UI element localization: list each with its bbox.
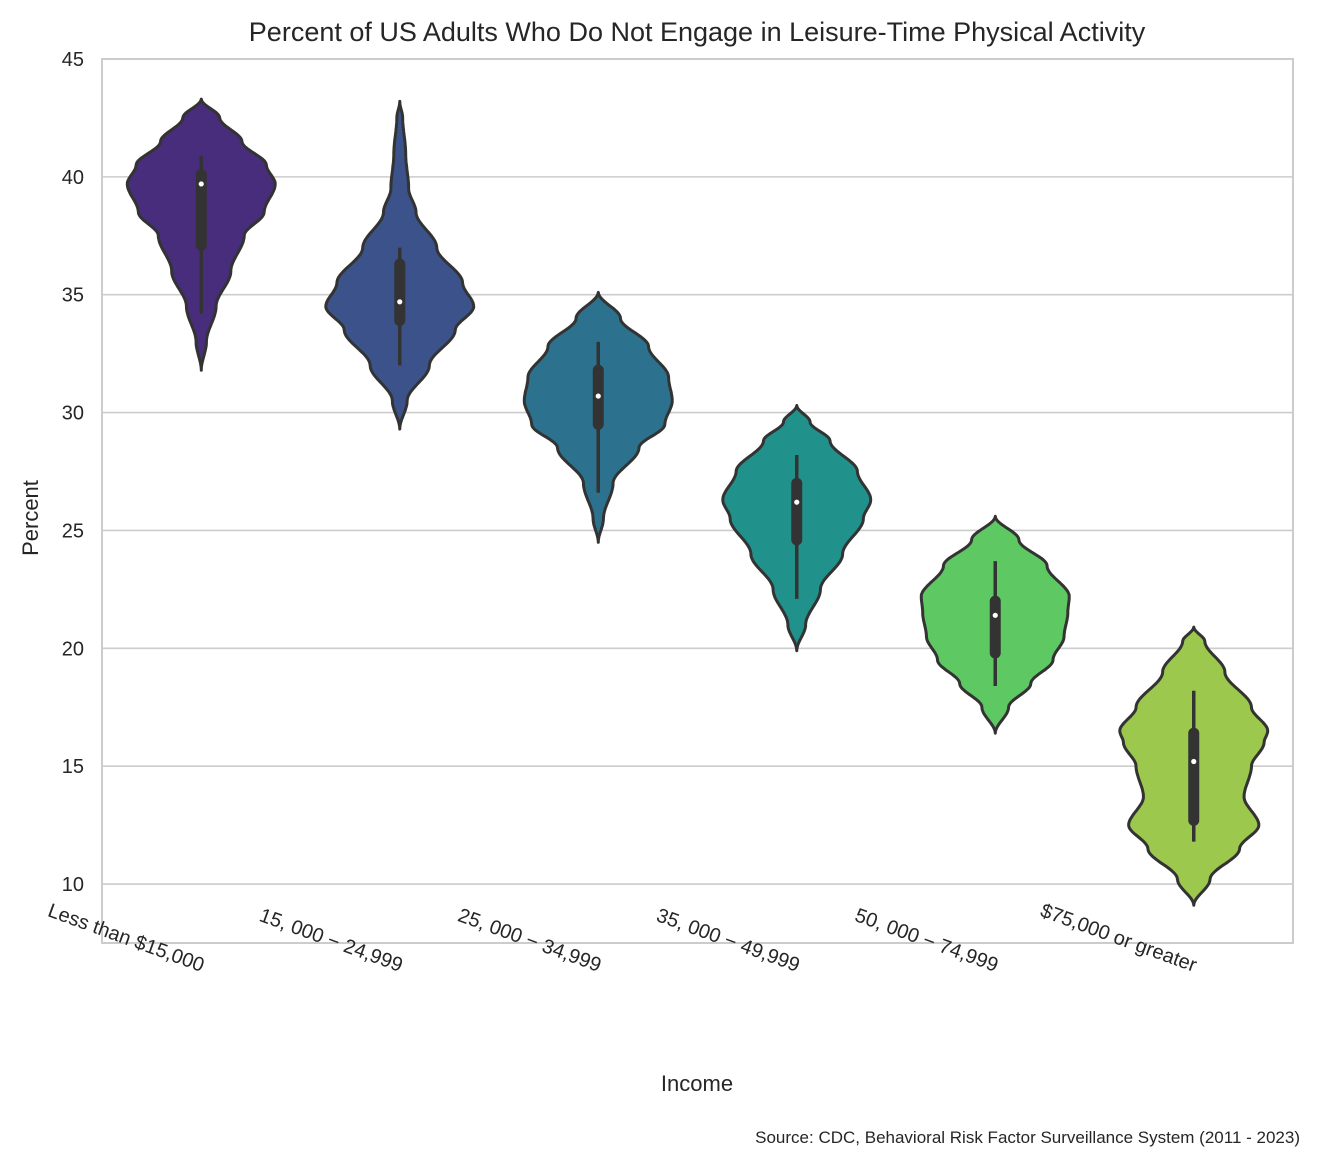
y-axis-label: Percent [18, 480, 43, 556]
median-point [397, 299, 403, 305]
y-tick-label: 35 [62, 285, 84, 307]
source-note: Source: CDC, Behavioral Risk Factor Surv… [755, 1128, 1300, 1147]
plot-frame [101, 58, 1294, 944]
y-tick-label: 40 [62, 167, 84, 189]
median-point [198, 181, 204, 187]
violin-1 [125, 97, 277, 372]
x-tick-label: 50, 000 − 74,999 [852, 904, 1001, 976]
violins [125, 97, 1270, 907]
y-tick-label: 45 [62, 49, 84, 71]
x-tick-label: Less than $15,000 [45, 900, 207, 977]
violin-6 [1118, 625, 1270, 907]
x-tick-label: $75,000 or greater [1037, 900, 1199, 977]
median-point [992, 612, 998, 618]
y-tick-labels: 10 15 20 25 30 35 40 45 [62, 49, 84, 896]
median-point [1191, 758, 1197, 765]
y-tick-label: 20 [62, 638, 84, 660]
violin-2 [324, 99, 476, 431]
x-axis-label: Income [661, 1071, 733, 1096]
violin-4 [721, 404, 873, 653]
x-tick-labels: Less than $15,000 15, 000 − 24,999 25, 000… [45, 900, 1200, 977]
y-tick-label: 25 [62, 520, 84, 542]
chart-title: Percent of US Adults Who Do Not Engage i… [249, 17, 1146, 47]
y-tick-label: 10 [62, 874, 84, 896]
x-tick-label: 35, 000 − 49,999 [653, 904, 802, 976]
violin-3 [522, 290, 674, 544]
x-tick-label: 15, 000 − 24,999 [256, 904, 405, 976]
gridlines [102, 58, 1293, 885]
y-tick-label: 15 [62, 756, 84, 778]
violin-5 [919, 514, 1071, 735]
median-point [794, 499, 800, 505]
median-point [595, 393, 601, 399]
y-tick-label: 30 [62, 403, 84, 425]
x-tick-label: 25, 000 − 34,999 [455, 904, 604, 976]
